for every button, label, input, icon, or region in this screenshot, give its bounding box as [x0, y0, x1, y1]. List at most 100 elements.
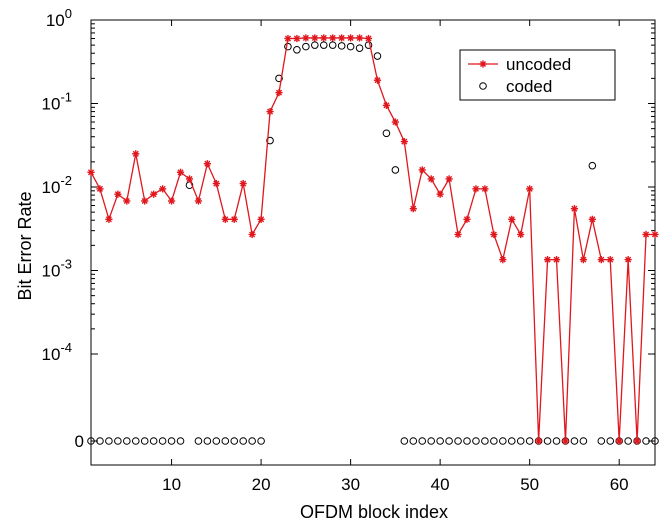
star-stroke: [392, 118, 399, 126]
coded-point: [257, 437, 265, 445]
star-stroke: [293, 35, 300, 42]
coded-point: [499, 437, 507, 445]
uncoded-point: [167, 197, 176, 205]
coded-point: [203, 437, 212, 445]
star-stroke: [275, 89, 283, 96]
star-stroke: [428, 175, 435, 182]
uncoded-point: [266, 107, 274, 116]
uncoded-point: [302, 34, 310, 42]
uncoded-point: [275, 89, 283, 97]
coded-point: [266, 136, 274, 145]
star-stroke: [598, 256, 605, 263]
uncoded-point: [615, 437, 623, 445]
legend: uncoded coded: [459, 49, 616, 101]
x-tick-label: 10: [162, 475, 181, 494]
star-stroke: [562, 437, 569, 445]
star-stroke: [204, 160, 211, 167]
star-stroke: [329, 34, 336, 41]
coded-point: [597, 437, 606, 445]
coded-point: [302, 42, 310, 51]
star-stroke: [141, 197, 148, 205]
uncoded-point: [481, 185, 489, 193]
coded-point: [275, 74, 283, 83]
star-stroke: [499, 256, 506, 263]
star-stroke: [284, 35, 291, 42]
ticks: 10 20 30 40 50 60 0 10-4 10-3 10-2 10-1 100: [42, 6, 655, 494]
x-tick-label: 30: [341, 475, 360, 494]
coded-point: [337, 42, 346, 50]
coded-point: [328, 41, 337, 49]
x-tick-label: 60: [610, 475, 629, 494]
coded-point: [355, 44, 364, 52]
star-stroke: [213, 180, 220, 187]
coded-point: [525, 437, 534, 445]
coded-point: [391, 166, 400, 174]
coded-point: [382, 129, 391, 138]
star-stroke: [177, 169, 184, 176]
coded-point: [87, 437, 95, 445]
star-stroke: [535, 437, 542, 445]
uncoded-point: [347, 34, 355, 42]
star-stroke: [383, 102, 390, 109]
coded-point: [105, 437, 113, 445]
coded-point: [346, 42, 355, 51]
coded-point: [373, 52, 382, 60]
uncoded-point: [141, 197, 149, 205]
uncoded-point: [409, 205, 417, 213]
y-tick-label: 0: [75, 432, 84, 451]
coded-point: [409, 437, 418, 445]
coded-point: [507, 437, 516, 445]
x-tick-label: 50: [520, 475, 539, 494]
coded-point: [149, 437, 158, 445]
uncoded-point: [463, 215, 471, 223]
y-tick-label: 10-2: [42, 173, 72, 197]
uncoded-point: [212, 179, 220, 188]
legend-uncoded-label: uncoded: [506, 55, 571, 74]
uncoded-point: [203, 160, 211, 168]
uncoded-point: [472, 185, 480, 193]
uncoded-point: [194, 197, 203, 205]
star-stroke: [472, 185, 479, 192]
star-stroke: [374, 77, 381, 84]
star-stroke: [338, 34, 345, 41]
uncoded-point: [454, 230, 462, 239]
star-stroke: [96, 185, 103, 192]
uncoded-point: [87, 168, 95, 176]
star-stroke: [481, 185, 488, 192]
uncoded-point: [391, 118, 399, 126]
coded-point: [114, 437, 122, 445]
coded-point: [319, 41, 328, 49]
coded-point: [230, 437, 239, 445]
star-stroke: [222, 216, 229, 223]
coded-point: [293, 45, 301, 54]
uncoded-point: [517, 230, 525, 239]
y-tick-label: 100: [46, 6, 72, 30]
star-stroke: [571, 205, 578, 212]
uncoded-point: [543, 256, 552, 264]
plot-frame: [90, 19, 656, 466]
coded-point: [248, 437, 256, 445]
uncoded-point: [230, 215, 238, 223]
uncoded-line: [90, 37, 655, 442]
star-stroke: [446, 175, 453, 182]
star-stroke: [87, 169, 95, 176]
uncoded-point: [642, 230, 650, 239]
coded-point: [606, 437, 615, 445]
uncoded-point: [293, 34, 301, 43]
coded-point: [239, 437, 247, 445]
star-stroke: [401, 138, 408, 145]
uncoded-point: [248, 230, 256, 239]
star-stroke: [150, 191, 157, 198]
star-stroke: [267, 108, 274, 115]
uncoded-point: [338, 34, 346, 42]
star-stroke: [437, 191, 444, 198]
star-stroke: [123, 197, 130, 205]
uncoded-point: [633, 437, 641, 445]
x-tick-label: 20: [252, 475, 271, 494]
legend-box: [459, 49, 616, 101]
uncoded-point: [382, 101, 391, 109]
star-stroke: [651, 231, 659, 238]
uncoded-point: [606, 256, 614, 264]
coded-point: [490, 437, 498, 445]
